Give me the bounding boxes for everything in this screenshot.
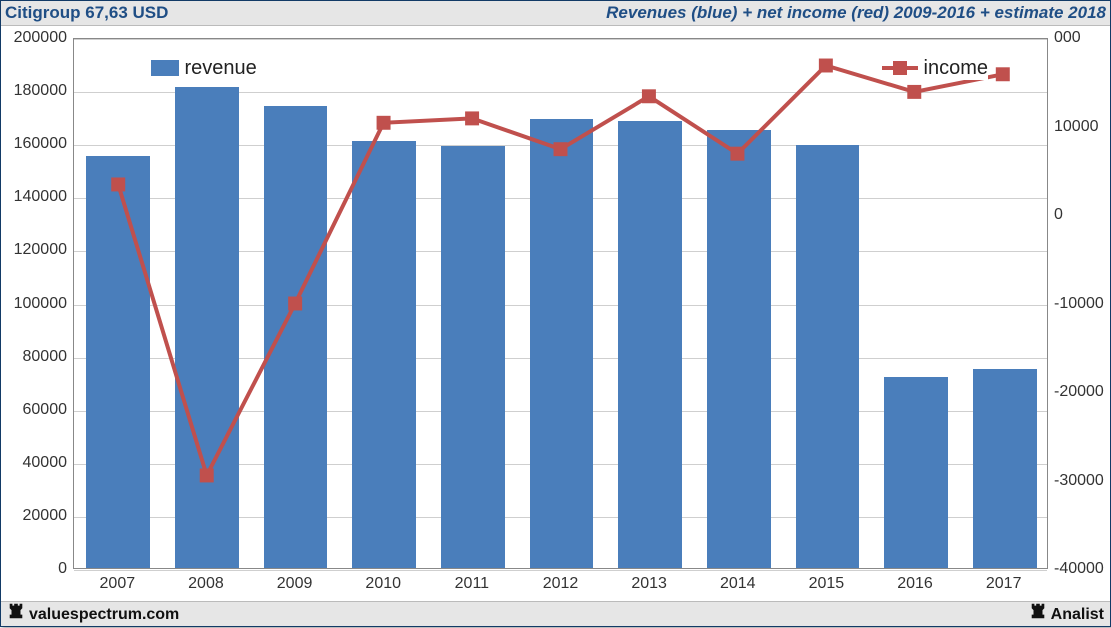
xtick: 2007 — [100, 575, 136, 593]
xtick: 2017 — [986, 575, 1022, 593]
xtick: 2010 — [365, 575, 401, 593]
xtick: 2008 — [188, 575, 224, 593]
ytick-left: 160000 — [7, 135, 67, 153]
title-right: Revenues (blue) + net income (red) 2009-… — [606, 1, 1106, 25]
ytick-left: 60000 — [7, 401, 67, 419]
ytick-right: 0 — [1054, 206, 1111, 224]
legend-income: income — [882, 57, 988, 80]
legend-label: revenue — [185, 57, 257, 80]
ytick-right: -20000 — [1054, 383, 1111, 401]
xtick: 2016 — [897, 575, 933, 593]
ytick-left: 80000 — [7, 348, 67, 366]
legend-swatch-line — [882, 58, 918, 78]
rook-icon — [1029, 602, 1047, 628]
legend-label: income — [924, 57, 988, 80]
income-marker — [554, 142, 568, 156]
ytick-left: 200000 — [7, 29, 67, 47]
ytick-left: 140000 — [7, 188, 67, 206]
title-left: Citigroup 67,63 USD — [5, 1, 168, 25]
ytick-right: -30000 — [1054, 472, 1111, 490]
income-marker — [111, 177, 125, 191]
chart-area: 0200004000060000800001000001200001400001… — [1, 26, 1110, 601]
chart-card: Citigroup 67,63 USD Revenues (blue) + ne… — [0, 0, 1111, 627]
footer-left-text: valuespectrum.com — [29, 606, 179, 623]
income-marker — [288, 297, 302, 311]
ytick-right: 000 — [1054, 29, 1111, 47]
ytick-left: 120000 — [7, 241, 67, 259]
xtick: 2011 — [455, 575, 489, 593]
ytick-left: 40000 — [7, 454, 67, 472]
ytick-left: 180000 — [7, 82, 67, 100]
income-marker — [642, 89, 656, 103]
xtick: 2009 — [277, 575, 313, 593]
xtick: 2015 — [809, 575, 845, 593]
rook-icon — [7, 602, 25, 628]
ytick-left: 20000 — [7, 507, 67, 525]
xtick: 2012 — [543, 575, 579, 593]
income-line — [118, 65, 1003, 475]
line-layer — [74, 39, 1047, 568]
income-marker — [200, 468, 214, 482]
ytick-right: 10000 — [1054, 118, 1111, 136]
footer-right-text: Analist — [1051, 606, 1104, 623]
income-marker — [730, 147, 744, 161]
legend-revenue: revenue — [151, 57, 257, 80]
xtick: 2013 — [631, 575, 667, 593]
ytick-right: -40000 — [1054, 560, 1111, 578]
ytick-right: -10000 — [1054, 295, 1111, 313]
ytick-left: 100000 — [7, 295, 67, 313]
gridline — [74, 570, 1047, 571]
ytick-left: 0 — [7, 560, 67, 578]
footer-right: Analist — [1029, 602, 1104, 626]
income-marker — [819, 59, 833, 73]
income-marker — [907, 85, 921, 99]
income-marker — [996, 67, 1010, 81]
footer-bar: valuespectrum.com Analist — [1, 601, 1110, 626]
footer-left: valuespectrum.com — [7, 602, 179, 626]
income-marker — [377, 116, 391, 130]
income-marker — [465, 111, 479, 125]
legend-swatch-bar — [151, 60, 179, 76]
plot-box — [73, 38, 1048, 569]
header-bar: Citigroup 67,63 USD Revenues (blue) + ne… — [1, 1, 1110, 26]
xtick: 2014 — [720, 575, 756, 593]
